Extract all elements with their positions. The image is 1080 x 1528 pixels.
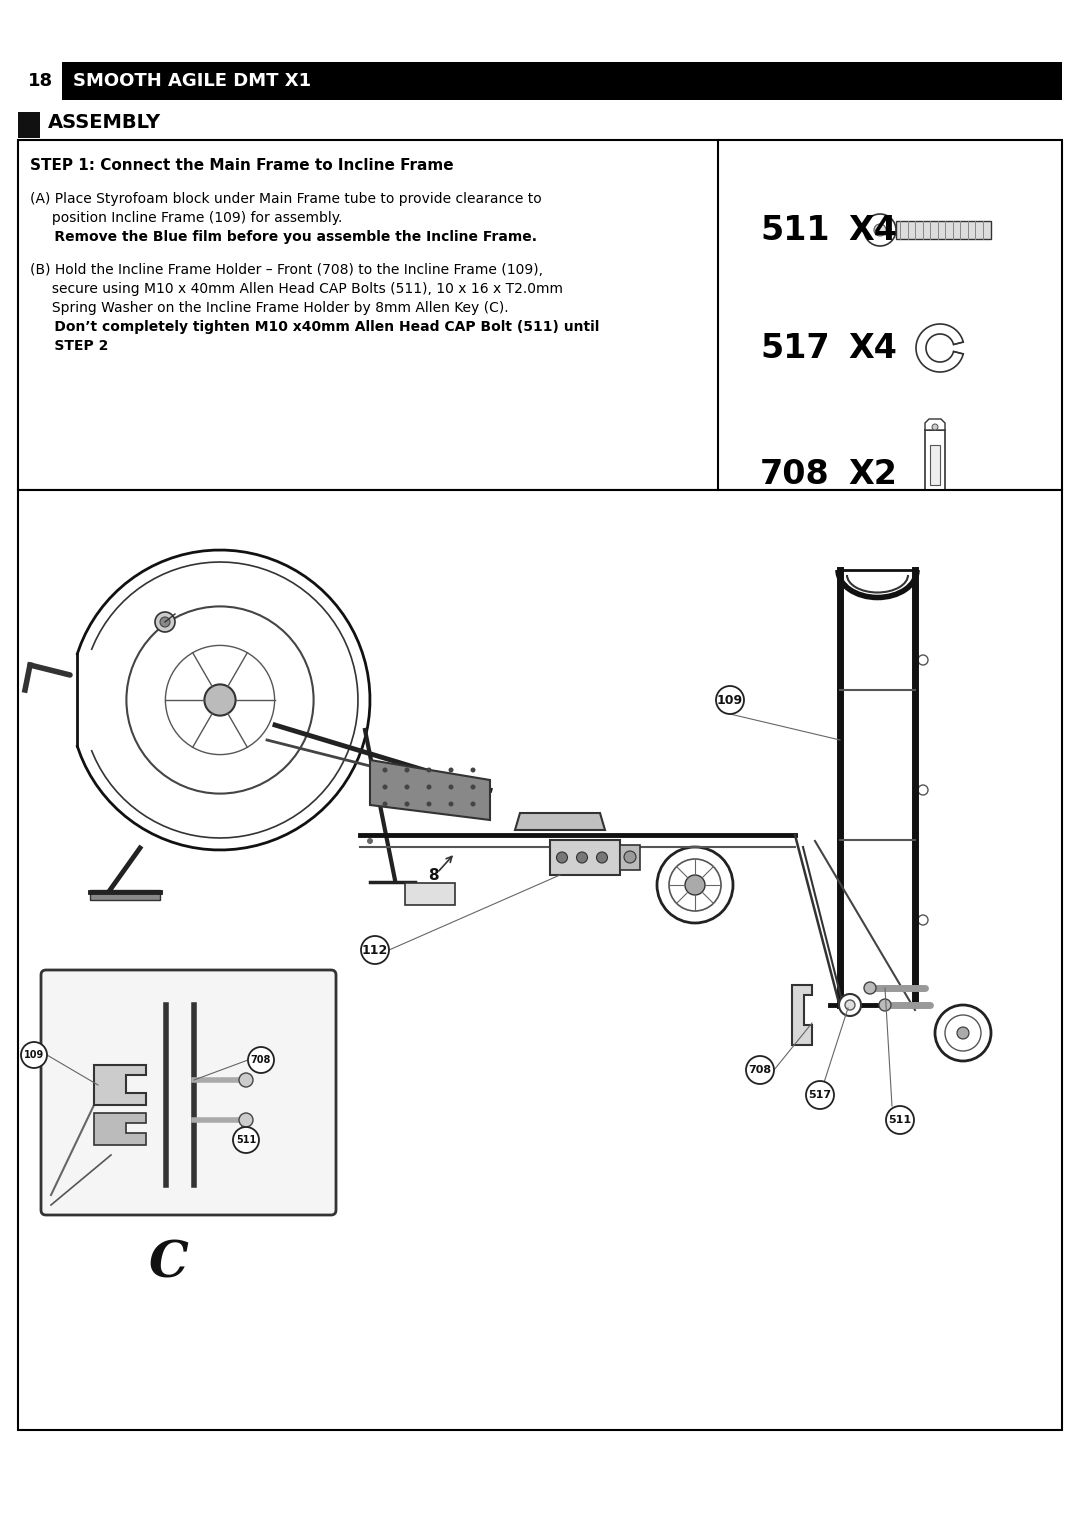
Circle shape [932, 423, 939, 429]
Circle shape [746, 1056, 774, 1083]
Text: 708: 708 [251, 1054, 271, 1065]
Text: 517: 517 [809, 1089, 832, 1100]
Circle shape [405, 802, 409, 807]
Text: 511: 511 [235, 1135, 256, 1144]
Text: 112: 112 [362, 943, 388, 957]
Circle shape [716, 686, 744, 714]
Text: STEP 2: STEP 2 [30, 339, 108, 353]
Polygon shape [515, 813, 605, 830]
Text: 708: 708 [760, 458, 829, 492]
Text: secure using M10 x 40mm Allen Head CAP Bolts (511), 10 x 16 x T2.0mm: secure using M10 x 40mm Allen Head CAP B… [30, 283, 563, 296]
Circle shape [471, 802, 475, 807]
Text: Spring Washer on the Incline Frame Holder by 8mm Allen Key (C).: Spring Washer on the Incline Frame Holde… [30, 301, 509, 315]
Circle shape [864, 983, 876, 995]
Text: X4: X4 [848, 332, 896, 365]
Circle shape [405, 784, 409, 790]
Circle shape [845, 999, 855, 1010]
Bar [930, 445, 940, 484]
Text: STEP 1: Connect the Main Frame to Incline Frame: STEP 1: Connect the Main Frame to Inclin… [30, 157, 454, 173]
Text: position Incline Frame (109) for assembly.: position Incline Frame (109) for assembl… [30, 211, 342, 225]
Text: 511: 511 [889, 1115, 912, 1125]
Circle shape [156, 613, 175, 633]
Text: C: C [149, 1241, 188, 1290]
Polygon shape [924, 504, 961, 520]
Text: Don’t completely tighten M10 x40mm Allen Head CAP Bolt (511) until: Don’t completely tighten M10 x40mm Allen… [30, 319, 599, 335]
Circle shape [839, 995, 861, 1016]
Circle shape [864, 214, 896, 246]
Circle shape [879, 999, 891, 1012]
Circle shape [596, 853, 607, 863]
Circle shape [382, 802, 388, 807]
Text: ASSEMBLY: ASSEMBLY [48, 113, 161, 133]
Polygon shape [924, 419, 945, 429]
Bar [90, 889, 160, 900]
Text: X2: X2 [848, 458, 896, 492]
Text: SMOOTH AGILE DMT X1: SMOOTH AGILE DMT X1 [73, 72, 311, 90]
Circle shape [233, 1128, 259, 1154]
Bar [18, 490, 1062, 1430]
Text: (A) Place Styrofoam block under Main Frame tube to provide clearance to: (A) Place Styrofoam block under Main Fra… [30, 193, 542, 206]
Bar [405, 883, 455, 905]
Circle shape [427, 802, 432, 807]
Bar [550, 840, 620, 876]
Polygon shape [916, 324, 963, 371]
Circle shape [367, 837, 373, 843]
Text: X4: X4 [848, 214, 896, 246]
Circle shape [806, 1080, 834, 1109]
Bar [18, 141, 1062, 490]
Circle shape [427, 767, 432, 773]
Text: 109: 109 [24, 1050, 44, 1060]
Circle shape [361, 937, 389, 964]
Circle shape [471, 784, 475, 790]
Text: 8: 8 [428, 868, 438, 883]
Circle shape [405, 767, 409, 773]
Polygon shape [94, 1065, 146, 1105]
Circle shape [874, 225, 886, 235]
Circle shape [239, 1073, 253, 1086]
Circle shape [448, 767, 454, 773]
Circle shape [160, 617, 170, 626]
Text: 18: 18 [27, 72, 53, 90]
Circle shape [239, 1112, 253, 1128]
Text: Remove the Blue film before you assemble the Incline Frame.: Remove the Blue film before you assemble… [30, 231, 537, 244]
Text: (B) Hold the Incline Frame Holder – Front (708) to the Incline Frame (109),: (B) Hold the Incline Frame Holder – Fron… [30, 263, 543, 277]
Polygon shape [94, 1112, 146, 1144]
Circle shape [427, 784, 432, 790]
Polygon shape [370, 759, 490, 821]
Circle shape [448, 784, 454, 790]
Circle shape [577, 853, 588, 863]
Circle shape [204, 685, 235, 715]
Bar [18, 112, 40, 138]
Circle shape [957, 1027, 969, 1039]
Bar [896, 222, 991, 238]
Circle shape [886, 1106, 914, 1134]
FancyBboxPatch shape [41, 970, 336, 1215]
Bar [18, 63, 1062, 99]
Text: 708: 708 [748, 1065, 771, 1076]
Text: 517: 517 [760, 332, 829, 365]
Circle shape [685, 876, 705, 895]
Circle shape [382, 767, 388, 773]
Circle shape [448, 802, 454, 807]
Bar [620, 845, 640, 869]
Text: 109: 109 [717, 694, 743, 706]
Text: 511: 511 [760, 214, 829, 246]
Circle shape [471, 767, 475, 773]
Bar [18, 63, 62, 99]
Polygon shape [924, 429, 957, 504]
Circle shape [382, 784, 388, 790]
Polygon shape [792, 986, 812, 1045]
Circle shape [556, 853, 567, 863]
Circle shape [248, 1047, 274, 1073]
Circle shape [21, 1042, 48, 1068]
Circle shape [624, 851, 636, 863]
